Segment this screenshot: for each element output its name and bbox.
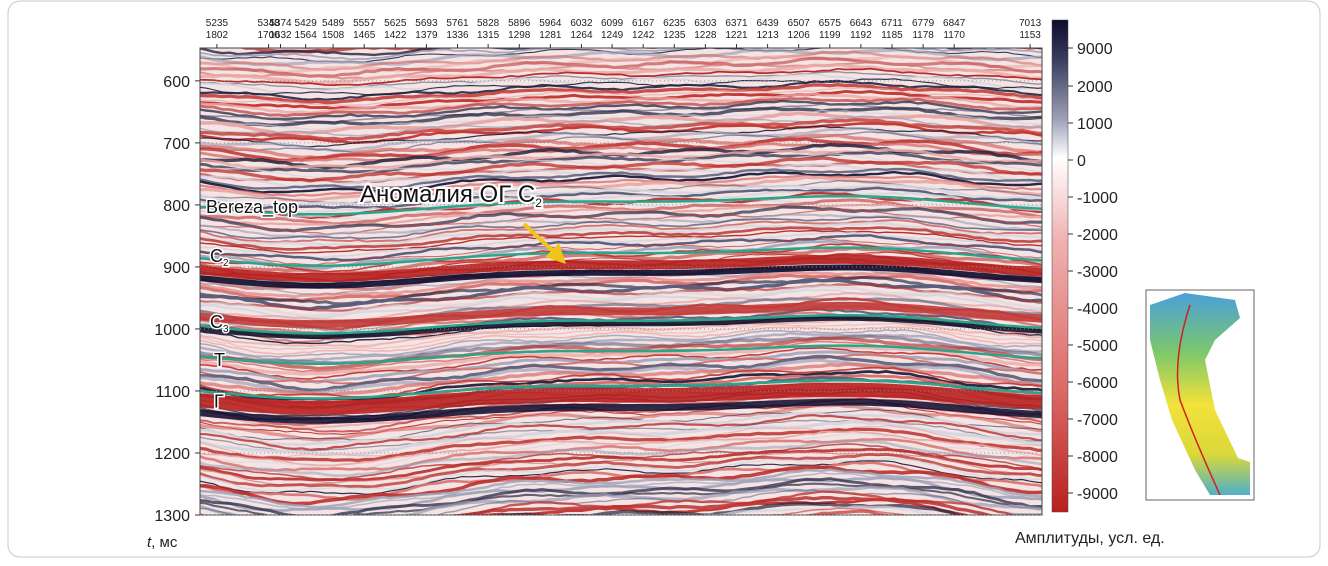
x-tick-label: 6643	[850, 18, 873, 29]
x-tick-label: 6235	[663, 18, 686, 29]
x-tick-label: 1228	[694, 30, 717, 41]
y-tick-label: 1000	[154, 322, 190, 339]
horizon-label: T	[214, 350, 225, 370]
x-tick-label: 1315	[477, 30, 500, 41]
x-tick-label: 1242	[632, 30, 655, 41]
x-tick-label: 5693	[415, 18, 438, 29]
horizon-label-text: Г	[214, 392, 224, 412]
y-tick-label: 1200	[154, 446, 190, 463]
y-label-unit: , мс	[151, 534, 178, 551]
x-tick-label: 1632	[269, 30, 292, 41]
figure: Амплитуды, усл. ед. t, мс 600 700 800 900 10…	[0, 0, 1328, 561]
x-tick-label: 1221	[725, 30, 748, 41]
x-tick-label: 6439	[756, 18, 779, 29]
x-tick-label: 1264	[570, 30, 593, 41]
annotation-text: Аномалия ОГ С	[360, 181, 535, 208]
inset-map	[1146, 290, 1254, 500]
colorbar-tick-label: -5000	[1077, 338, 1118, 355]
y-tick-label: 1300	[154, 508, 190, 525]
x-tick-label: 1235	[663, 30, 686, 41]
x-tick-label: 1153	[1019, 30, 1041, 41]
x-tick-label: 5761	[446, 18, 469, 29]
y-tick-label: 900	[163, 260, 190, 277]
x-tick-label: 1281	[539, 30, 562, 41]
colorbar-tick-label: -2000	[1077, 227, 1118, 244]
x-tick-label: 5235	[206, 18, 229, 29]
y-tick-label: 800	[163, 198, 190, 215]
x-tick-label: 1298	[508, 30, 531, 41]
horizon-label-sub: 2	[223, 258, 229, 269]
x-tick-label: 1465	[353, 30, 376, 41]
colorbar-tick-label: 2000	[1077, 79, 1113, 96]
x-tick-label: 6099	[601, 18, 624, 29]
colorbar-tick-label: 9000	[1077, 41, 1113, 58]
y-tick-label: 1100	[156, 384, 191, 401]
colorbar-tick-label: -6000	[1077, 375, 1118, 392]
colorbar-tick-label: -3000	[1077, 264, 1118, 281]
horizon-label: Г	[214, 392, 224, 412]
x-tick-label: 1199	[819, 30, 841, 41]
y-axis-label: t, мс	[147, 534, 178, 551]
seismic-section	[190, 32, 1046, 550]
x-tick-label: 6575	[819, 18, 842, 29]
x-tick-label: 6303	[694, 18, 717, 29]
x-tick-label: 1422	[384, 30, 407, 41]
y-tick-label: 700	[163, 136, 190, 153]
horizon-label-text: C	[210, 312, 223, 332]
x-tick-label: 5964	[539, 18, 562, 29]
x-tick-label: 5828	[477, 18, 500, 29]
x-tick-label: 1379	[415, 30, 438, 41]
colorbar-label: Амплитуды, усл. ед.	[1015, 530, 1165, 547]
x-tick-label: 1508	[322, 30, 345, 41]
colorbar-tick-label: -8000	[1077, 449, 1118, 466]
colorbar-tick-label: 1000	[1077, 116, 1113, 133]
y-tick-label: 600	[163, 74, 190, 91]
x-tick-label: 6507	[788, 18, 811, 29]
horizon-label-sub: 3	[223, 324, 229, 335]
colorbar-tick-label: -9000	[1077, 486, 1118, 503]
x-tick-label: 1206	[788, 30, 811, 41]
x-tick-label: 1249	[601, 30, 624, 41]
x-tick-label: 6711	[881, 18, 903, 29]
x-tick-label: 1564	[295, 30, 318, 41]
x-tick-label: 1185	[881, 30, 903, 41]
x-tick-label: 5429	[295, 18, 318, 29]
colorbar-tick-label: -7000	[1077, 412, 1118, 429]
colorbar-tick-label: 0	[1077, 153, 1086, 170]
x-tick-label: 1213	[756, 30, 779, 41]
x-tick-label: 7013	[1019, 18, 1042, 29]
x-tick-label: 5625	[384, 18, 407, 29]
horizon-label-text: Bereza_top	[206, 197, 298, 218]
x-tick-label: 1802	[206, 30, 229, 41]
x-tick-label: 5896	[508, 18, 531, 29]
x-tick-label: 5557	[353, 18, 376, 29]
x-tick-label: 1170	[943, 30, 965, 41]
x-tick-label: 1192	[850, 30, 872, 41]
x-tick-label: 6167	[632, 18, 655, 29]
x-tick-label: 6032	[570, 18, 593, 29]
colorbar-tick-label: -1000	[1077, 190, 1118, 207]
x-tick-label: 6779	[912, 18, 935, 29]
x-tick-label: 5489	[322, 18, 345, 29]
x-tick-label: 6847	[943, 18, 966, 29]
colorbar	[1052, 20, 1068, 512]
x-tick-label: 6371	[725, 18, 748, 29]
annotation: Аномалия ОГ С2	[360, 181, 542, 210]
x-tick-label: 1336	[446, 30, 469, 41]
horizon-label-text: T	[214, 350, 225, 370]
colorbar-tick-label: -4000	[1077, 301, 1118, 318]
x-tick-label: 1178	[912, 30, 934, 41]
annotation-sub: 2	[535, 196, 542, 210]
x-tick-label: 5374	[269, 18, 292, 29]
horizon-label-text: C	[210, 246, 223, 266]
horizon-label: Bereza_top	[206, 197, 298, 218]
